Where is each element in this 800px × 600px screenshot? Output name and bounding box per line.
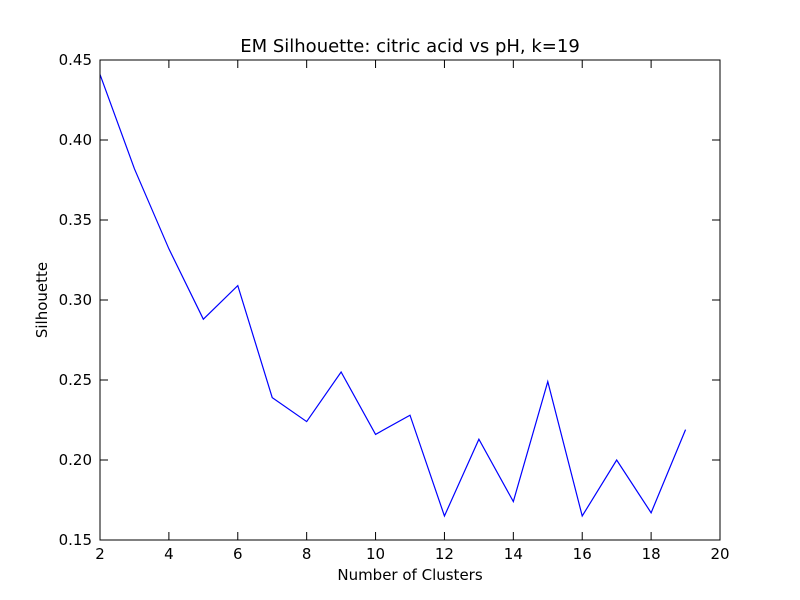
x-tick-label: 12 bbox=[435, 545, 454, 563]
x-tick-label: 2 bbox=[95, 545, 105, 563]
x-tick-label: 18 bbox=[642, 545, 661, 563]
series-line bbox=[99, 74, 687, 518]
x-tick-label: 10 bbox=[366, 545, 385, 563]
chart-title: EM Silhouette: citric acid vs pH, k=19 bbox=[240, 36, 580, 57]
x-tick-label: 8 bbox=[302, 545, 312, 563]
x-tick-label: 20 bbox=[710, 545, 729, 563]
y-tick-label: 0.35 bbox=[59, 211, 92, 229]
y-tick-label: 0.15 bbox=[59, 531, 92, 549]
series-layer bbox=[99, 74, 687, 518]
plot-area bbox=[100, 60, 720, 540]
y-tick-label: 0.20 bbox=[59, 451, 92, 469]
plot-frame bbox=[99, 59, 721, 541]
y-axis-title: Silhouette bbox=[33, 262, 51, 338]
y-tick-label: 0.30 bbox=[59, 291, 92, 309]
x-tick-label: 4 bbox=[164, 545, 174, 563]
tick-label-layer: 2 4 6 8 10 12 14 16 18 20 0.15 0.20 0.25 0.30 0.35 0.40… bbox=[59, 51, 730, 563]
y-tick-label: 0.40 bbox=[59, 131, 92, 149]
y-tick-label: 0.45 bbox=[59, 51, 92, 69]
tick-layer bbox=[99, 59, 721, 541]
y-tick-label: 0.25 bbox=[59, 371, 92, 389]
x-axis-title: Number of Clusters bbox=[337, 566, 482, 584]
x-tick-label: 16 bbox=[573, 545, 592, 563]
x-tick-label: 14 bbox=[504, 545, 523, 563]
x-tick-label: 6 bbox=[233, 545, 243, 563]
